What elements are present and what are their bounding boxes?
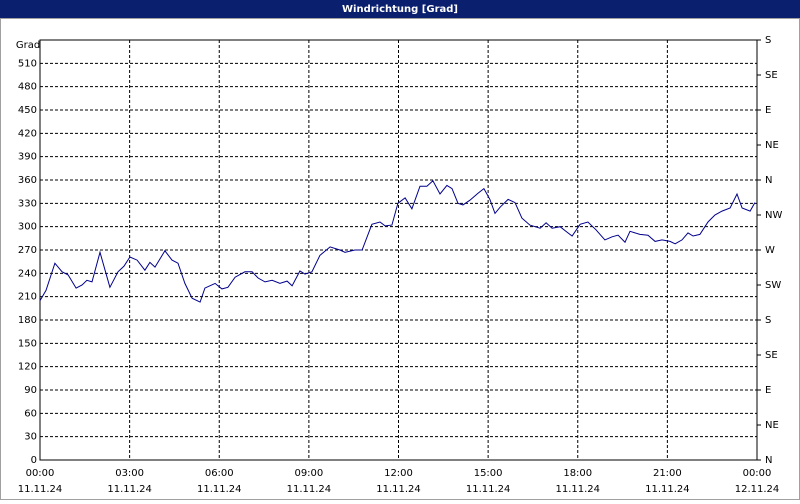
y2-tick-label: S (765, 315, 771, 326)
x-tick-label: 09:00 (294, 468, 323, 479)
x-tick-label: 15:00 (474, 468, 503, 479)
y-tick-label: 120 (18, 362, 37, 373)
plot-frame (39, 39, 758, 461)
y-tick-label: 450 (18, 105, 37, 116)
y-axis-label: Grad (16, 40, 40, 51)
y-tick-label: 330 (18, 198, 37, 209)
x-tick-date: 11.11.24 (197, 484, 242, 495)
y2-tick-label: E (765, 105, 771, 116)
x-tick-label: 18:00 (563, 468, 592, 479)
y-tick-label: 60 (24, 408, 37, 419)
x-tick-date: 11.11.24 (645, 484, 690, 495)
x-tick-label: 00:00 (26, 468, 55, 479)
x-tick-label: 12:00 (384, 468, 413, 479)
y2-tick-label: SW (765, 280, 781, 291)
y-tick-label: 420 (18, 128, 37, 139)
y-tick-label: 210 (18, 292, 37, 303)
y2-tick-label: N (765, 175, 772, 186)
y-tick-label: 90 (24, 385, 37, 396)
title-bar (0, 0, 800, 18)
y2-tick-label: NW (765, 210, 782, 221)
y-tick-label: 390 (18, 152, 37, 163)
x-tick-date: 11.11.24 (466, 484, 511, 495)
y-tick-label: 30 (24, 432, 37, 443)
y2-tick-label: E (765, 385, 771, 396)
x-tick-date: 11.11.24 (18, 484, 63, 495)
y-tick-label: 180 (18, 315, 37, 326)
y-tick-label: 270 (18, 245, 37, 256)
y2-tick-label: NE (765, 140, 779, 151)
y-tick-label: 240 (18, 268, 37, 279)
y2-tick-label: NE (765, 420, 779, 431)
y2-tick-label: SE (765, 350, 778, 361)
x-tick-label: 03:00 (115, 468, 144, 479)
y-tick-label: 300 (18, 222, 37, 233)
y-tick-label: 360 (18, 175, 37, 186)
x-tick-label: 00:00 (743, 468, 772, 479)
y-tick-label: 150 (18, 338, 37, 349)
x-tick-date: 11.11.24 (555, 484, 600, 495)
window-frame (0, 18, 800, 500)
x-tick-label: 21:00 (653, 468, 682, 479)
data-line (39, 180, 756, 303)
y-tick-label: 0 (31, 455, 37, 466)
window-title: Windrichtung [Grad] (342, 4, 458, 15)
x-tick-date: 11.11.24 (376, 484, 421, 495)
x-tick-date: 12.11.24 (735, 484, 780, 495)
y-tick-label: 510 (18, 58, 37, 69)
x-tick-date: 11.11.24 (287, 484, 332, 495)
y2-tick-label: N (765, 455, 772, 466)
y2-tick-label: SE (765, 70, 778, 81)
x-tick-date: 11.11.24 (107, 484, 152, 495)
x-tick-label: 06:00 (205, 468, 234, 479)
y2-tick-label: S (765, 35, 771, 46)
y2-tick-label: W (765, 245, 775, 256)
y-tick-label: 480 (18, 82, 37, 93)
